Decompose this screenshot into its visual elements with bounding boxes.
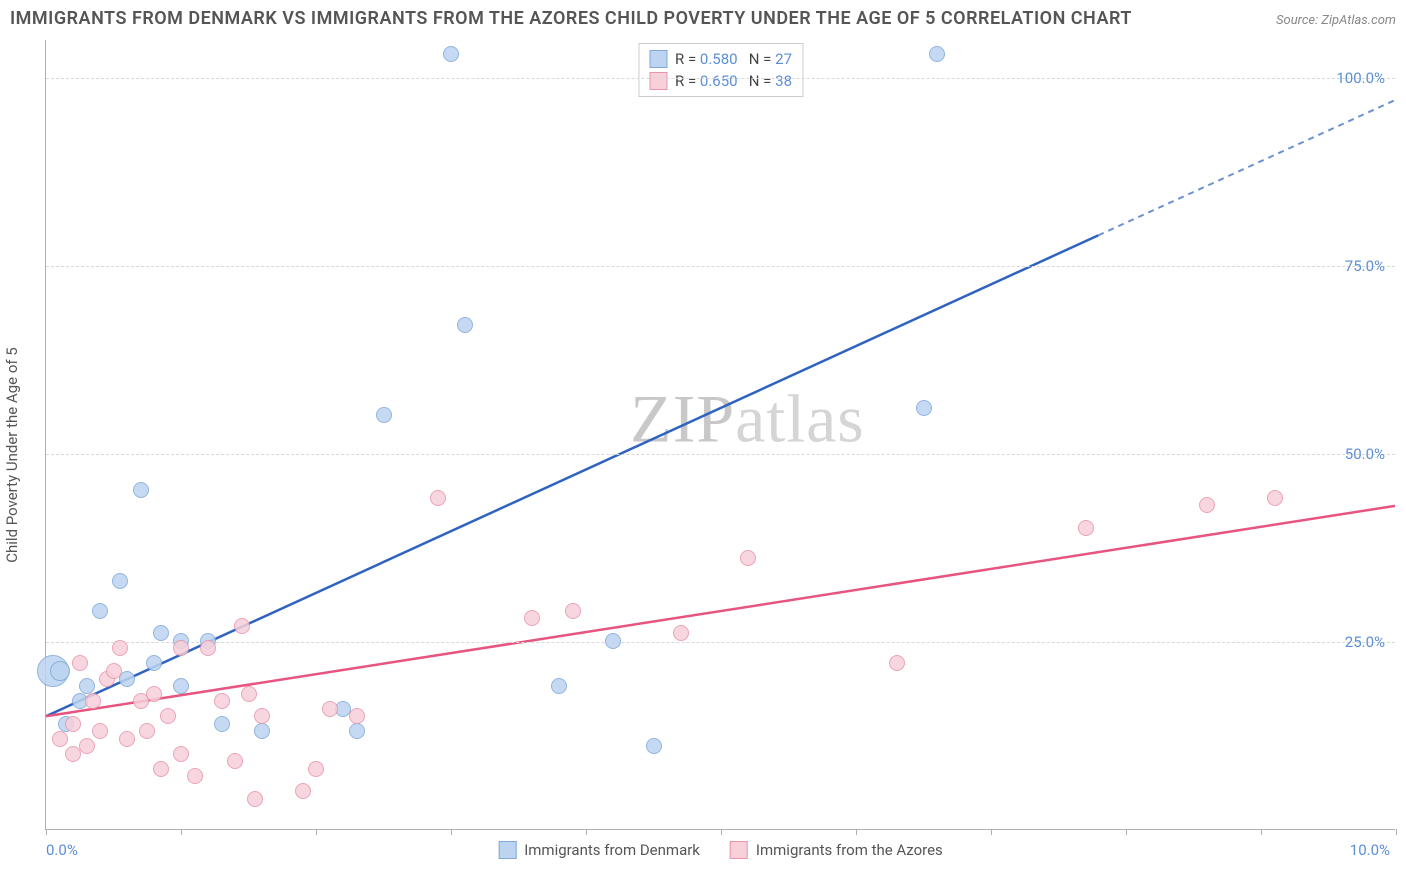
y-tick-label: 25.0% bbox=[1345, 633, 1385, 651]
legend-swatch bbox=[498, 841, 516, 859]
data-point bbox=[112, 573, 128, 589]
data-point bbox=[234, 618, 250, 634]
data-point bbox=[92, 603, 108, 619]
data-point bbox=[173, 678, 189, 694]
data-point bbox=[376, 407, 392, 423]
data-point bbox=[50, 661, 70, 681]
data-point bbox=[524, 610, 540, 626]
data-point bbox=[916, 400, 932, 416]
data-point bbox=[214, 693, 230, 709]
data-point bbox=[92, 723, 108, 739]
data-point bbox=[349, 723, 365, 739]
data-point bbox=[1078, 520, 1094, 536]
y-axis-title: Child Poverty Under the Age of 5 bbox=[3, 347, 21, 563]
data-point bbox=[254, 723, 270, 739]
data-point bbox=[740, 550, 756, 566]
data-point bbox=[139, 723, 155, 739]
data-point bbox=[133, 482, 149, 498]
data-point bbox=[153, 625, 169, 641]
data-point bbox=[146, 686, 162, 702]
data-point bbox=[247, 791, 263, 807]
data-point bbox=[295, 783, 311, 799]
data-point bbox=[214, 716, 230, 732]
x-tick bbox=[181, 829, 182, 835]
gridline bbox=[46, 454, 1395, 455]
data-point bbox=[1267, 490, 1283, 506]
x-tick bbox=[1261, 829, 1262, 835]
data-point bbox=[254, 708, 270, 724]
gridline bbox=[46, 266, 1395, 267]
data-point bbox=[153, 761, 169, 777]
trend-lines bbox=[46, 40, 1395, 829]
data-point bbox=[79, 738, 95, 754]
gridline bbox=[46, 78, 1395, 79]
x-tick bbox=[46, 829, 47, 835]
data-point bbox=[160, 708, 176, 724]
x-tick-label: 0.0% bbox=[46, 841, 78, 859]
y-tick-label: 50.0% bbox=[1345, 445, 1385, 463]
legend-item: Immigrants from Denmark bbox=[498, 841, 700, 859]
data-point bbox=[187, 768, 203, 784]
x-tick bbox=[316, 829, 317, 835]
gridline bbox=[46, 642, 1395, 643]
chart-title: IMMIGRANTS FROM DENMARK VS IMMIGRANTS FR… bbox=[10, 8, 1132, 29]
x-tick bbox=[991, 829, 992, 835]
series-legend: Immigrants from Denmark Immigrants from t… bbox=[498, 841, 943, 859]
data-point bbox=[119, 671, 135, 687]
legend-swatch bbox=[730, 841, 748, 859]
data-point bbox=[430, 490, 446, 506]
data-point bbox=[605, 633, 621, 649]
data-point bbox=[322, 701, 338, 717]
data-point bbox=[112, 640, 128, 656]
data-point bbox=[200, 640, 216, 656]
data-point bbox=[119, 731, 135, 747]
data-point bbox=[241, 686, 257, 702]
x-tick-label: 10.0% bbox=[1350, 841, 1390, 859]
data-point bbox=[551, 678, 567, 694]
x-tick bbox=[451, 829, 452, 835]
data-point bbox=[565, 603, 581, 619]
x-tick bbox=[856, 829, 857, 835]
x-tick bbox=[721, 829, 722, 835]
data-point bbox=[457, 317, 473, 333]
y-tick-label: 75.0% bbox=[1345, 257, 1385, 275]
x-tick bbox=[1126, 829, 1127, 835]
data-point bbox=[673, 625, 689, 641]
data-point bbox=[52, 731, 68, 747]
data-point bbox=[227, 753, 243, 769]
source-label: Source: ZipAtlas.com bbox=[1276, 13, 1396, 28]
data-point bbox=[646, 738, 662, 754]
data-point bbox=[85, 693, 101, 709]
data-point bbox=[173, 746, 189, 762]
data-point bbox=[349, 708, 365, 724]
data-point bbox=[173, 640, 189, 656]
data-point bbox=[889, 655, 905, 671]
y-tick-label: 100.0% bbox=[1336, 69, 1385, 87]
data-point bbox=[1199, 497, 1215, 513]
x-tick bbox=[1396, 829, 1397, 835]
data-point bbox=[929, 46, 945, 62]
data-point bbox=[106, 663, 122, 679]
data-point bbox=[308, 761, 324, 777]
legend-label: Immigrants from Denmark bbox=[524, 841, 700, 859]
data-point bbox=[79, 678, 95, 694]
data-point bbox=[72, 655, 88, 671]
data-point bbox=[65, 716, 81, 732]
x-tick bbox=[586, 829, 587, 835]
legend-item: Immigrants from the Azores bbox=[730, 841, 943, 859]
legend-label: Immigrants from the Azores bbox=[756, 841, 943, 859]
data-point bbox=[443, 46, 459, 62]
data-point bbox=[146, 655, 162, 671]
plot-area: ZIPatlas R = 0.580 N = 27R = 0.650 N = 3… bbox=[45, 40, 1395, 830]
